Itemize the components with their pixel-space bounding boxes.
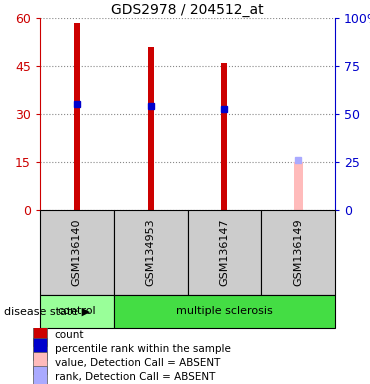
Bar [148, 47, 154, 210]
Text: percentile rank within the sample: percentile rank within the sample [54, 344, 231, 354]
Bar [74, 23, 80, 210]
Text: value, Detection Call = ABSENT: value, Detection Call = ABSENT [54, 358, 220, 368]
Title: GDS2978 / 204512_at: GDS2978 / 204512_at [111, 3, 264, 17]
Text: GSM136140: GSM136140 [72, 219, 82, 286]
Text: disease state ▶: disease state ▶ [4, 306, 90, 316]
Bar [33, 324, 47, 346]
Text: GSM134953: GSM134953 [146, 218, 156, 286]
Text: multiple sclerosis: multiple sclerosis [176, 306, 273, 316]
Text: GSM136149: GSM136149 [293, 218, 303, 286]
Text: control: control [58, 306, 96, 316]
Bar [221, 63, 227, 210]
Text: rank, Detection Call = ABSENT: rank, Detection Call = ABSENT [54, 372, 215, 382]
Bar [114, 210, 188, 295]
Bar [33, 366, 47, 384]
Bar [261, 210, 335, 295]
Bar [33, 338, 47, 359]
Bar [40, 210, 114, 295]
Text: count: count [54, 330, 84, 340]
Bar [188, 210, 261, 295]
Bar [294, 162, 303, 210]
Text: GSM136147: GSM136147 [219, 218, 229, 286]
Bar [40, 295, 114, 328]
Bar [114, 295, 335, 328]
Bar [33, 353, 47, 374]
